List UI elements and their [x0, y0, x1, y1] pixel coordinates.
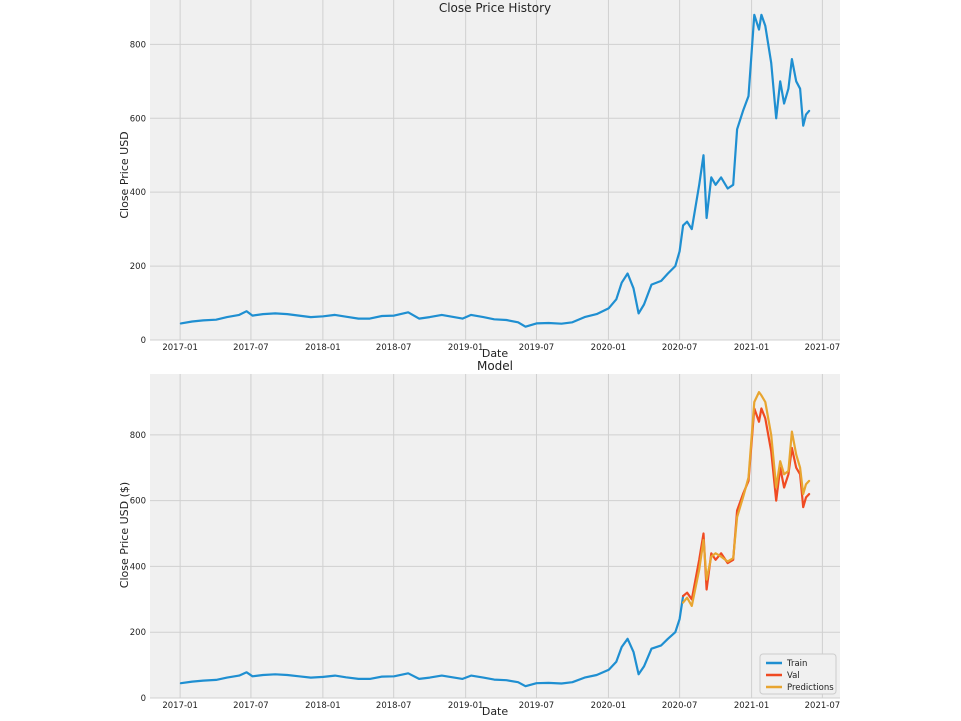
series-line-predictions: [682, 391, 811, 607]
series-line-train: [179, 594, 685, 688]
x-tick-label: 2017-01: [162, 701, 198, 711]
x-tick-label: 2019-07: [519, 343, 555, 353]
x-tick-label: 2021-07: [805, 343, 841, 353]
x-tick-label: 2019-01: [448, 343, 484, 353]
x-tick-label: 2021-07: [805, 701, 841, 711]
x-tick-labels: 2017-01 2017-07 2018-01 2018-07 2019-01 2019-…: [162, 343, 840, 353]
y-axis-label: Close Price USD: [118, 131, 131, 218]
y-tick-label: 200: [130, 262, 146, 272]
x-tick-label: 2018-07: [376, 343, 412, 353]
y-tick-label: 0: [141, 336, 146, 346]
x-axis-label: Date: [482, 705, 509, 718]
x-tick-label: 2017-07: [233, 343, 269, 353]
chart-title: Close Price History: [439, 1, 551, 15]
legend-label-predictions: Predictions: [787, 683, 834, 693]
legend: Train Val Predictions: [759, 653, 837, 695]
y-tick-labels: 0 200 400 600 800: [130, 431, 146, 704]
chart-close-price-history: 2017-01 2017-07 2018-01 2018-07 2019-01 2019-…: [118, 0, 840, 360]
legend-label-val: Val: [787, 671, 800, 681]
gridlines: [150, 374, 840, 699]
y-tick-label: 600: [130, 497, 146, 507]
x-tick-label: 2020-01: [591, 701, 627, 711]
x-tick-label: 2020-01: [591, 343, 627, 353]
y-tick-label: 400: [130, 562, 146, 572]
y-tick-label: 800: [130, 40, 146, 50]
chart-model: 2017-01 2017-07 2018-01 2018-07 2019-01 2019-…: [118, 359, 840, 718]
x-axis-label: Date: [482, 347, 509, 360]
x-tick-label: 2020-07: [662, 343, 698, 353]
gridlines: [150, 0, 840, 341]
x-tick-label: 2019-07: [519, 701, 555, 711]
y-tick-labels: 0 200 400 600 800: [130, 40, 146, 346]
y-axis-label: Close Price USD ($): [118, 482, 131, 588]
x-tick-label: 2021-01: [734, 701, 770, 711]
plot-area: [150, 0, 840, 340]
y-tick-label: 200: [130, 628, 146, 638]
x-tick-label: 2021-01: [734, 343, 770, 353]
x-tick-label: 2017-01: [162, 343, 198, 353]
legend-label-train: Train: [786, 659, 807, 669]
x-tick-label: 2020-07: [662, 701, 698, 711]
y-tick-label: 400: [130, 188, 146, 198]
x-tick-label: 2018-07: [376, 701, 412, 711]
plot-area: [150, 374, 840, 698]
series-lines: [179, 13, 811, 328]
chart-title: Model: [477, 359, 513, 373]
series-lines: [179, 391, 811, 688]
x-tick-label: 2019-01: [448, 701, 484, 711]
y-tick-label: 0: [141, 694, 146, 704]
y-tick-label: 600: [130, 114, 146, 124]
y-tick-label: 800: [130, 431, 146, 441]
series-line-close: [179, 13, 811, 328]
x-tick-label: 2018-01: [305, 343, 341, 353]
x-tick-label: 2018-01: [305, 701, 341, 711]
x-tick-labels: 2017-01 2017-07 2018-01 2018-07 2019-01 2019-…: [162, 701, 840, 711]
x-tick-label: 2017-07: [233, 701, 269, 711]
